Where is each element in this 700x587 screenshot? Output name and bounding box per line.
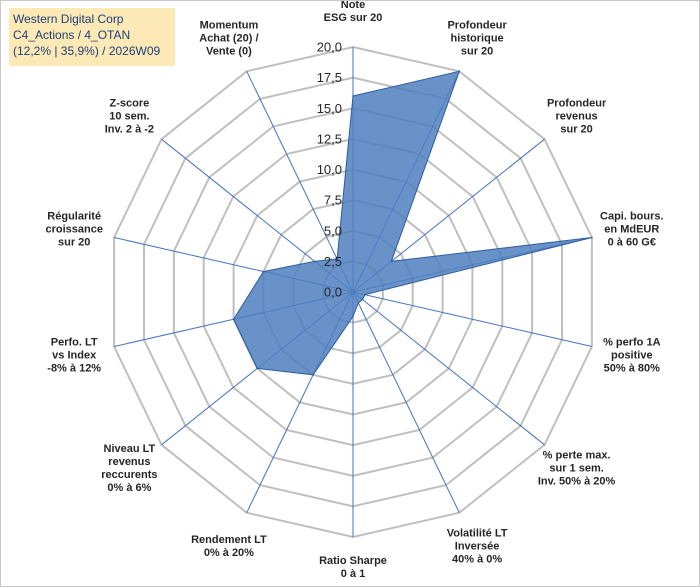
axis-label-line: % perte max. [543, 449, 611, 461]
company-name: Western Digital Corp [13, 12, 124, 26]
axis-label-line: 0 à 60 G€ [608, 237, 656, 249]
axis-label-line: 40% à 0% [452, 554, 502, 566]
axis-label: Note ESG sur 20 [324, 1, 383, 24]
axis-label-line: historique [451, 32, 504, 44]
data-point [262, 270, 265, 273]
tick-label: 20,0 [317, 40, 342, 55]
axis-label-line: sur 1 sem. [549, 462, 603, 474]
axis-label-line: vs Index [52, 349, 97, 361]
axis-label-line: positive [611, 349, 653, 361]
title-box: Western Digital Corp C4_Actions / 4_OTAN… [9, 8, 175, 66]
axis-label-line: 0% à 6% [107, 482, 151, 494]
axis-label: Capi. bours. en MdEUR 0 à 60 G€ [600, 211, 664, 249]
series-layer [232, 70, 593, 376]
data-point [352, 95, 354, 97]
axis-label-line: 10 sem. [109, 111, 149, 123]
axis-label-line: Z-score [110, 98, 150, 110]
axis-label-line: Volatilité LT [447, 528, 508, 540]
category-line: C4_Actions / 4_OTAN [13, 28, 131, 42]
axis-label-line: -8% à 12% [47, 362, 101, 374]
axis-label: Ratio Sharpe 0 à 1 [319, 555, 387, 580]
axis-label-line: Ratio Sharpe [319, 555, 387, 567]
axis-label: Niveau LT revenus reccurents 0% à 6% [101, 443, 157, 494]
axis-label-line: Vente (0) [206, 45, 252, 57]
axis-spoke [246, 71, 354, 293]
axis-label-line: reccurents [101, 469, 157, 481]
axis-label-line: Régularité [47, 211, 101, 223]
tick-label: 17,5 [317, 70, 342, 85]
data-point [390, 260, 393, 263]
data-point [357, 302, 360, 304]
data-point [313, 260, 316, 263]
axis-label-line: sur 20 [461, 45, 493, 57]
tick-label: 7,5 [324, 193, 342, 208]
axis-label-line: 0 à 1 [341, 568, 365, 580]
axis-label: Rendement LT 0% à 20% [191, 534, 267, 559]
axis-label-line: % perfo 1A [603, 336, 661, 348]
tick-label: 10,0 [317, 162, 342, 177]
axis-label: Profondeur historique sur 20 [447, 19, 507, 57]
axis-label: Perfo. LT vs Index -8% à 12% [47, 336, 101, 374]
axis-label: % perfo 1A positive 50% à 80% [603, 336, 661, 374]
axis-label-line: 0% à 20% [204, 547, 254, 559]
tick-label: 12,5 [317, 131, 342, 146]
axis-label-line: revenus [108, 456, 150, 468]
axis-label-line: sur 20 [560, 124, 592, 136]
axis-label-line: 50% à 80% [604, 362, 660, 374]
axis-label-line: Momentum [200, 19, 259, 31]
axis-spoke [352, 291, 460, 513]
tick-layer: 0,0 2,5 5,0 7,5 10,0 12,5 15,0 17,5 20,0 [317, 40, 342, 300]
series-area [233, 70, 593, 376]
tick-label: 5,0 [324, 223, 342, 238]
axis-label-line: Achat (20) / [199, 32, 258, 44]
axis-spoke [352, 291, 545, 446]
data-point [458, 70, 461, 73]
axis-label-line: ESG sur 20 [324, 12, 383, 24]
axis-label-line: Niveau LT [104, 443, 156, 455]
data-point [232, 318, 235, 321]
data-point [336, 258, 338, 260]
axis-label-line: Rendement LT [191, 534, 267, 546]
axis-label: Volatilité LT Inversée 40% à 0% [447, 528, 508, 566]
tick-label: 0,0 [324, 285, 342, 300]
axis-label-line: revenus [555, 111, 597, 123]
stats-line: (12,2% | 35,9%) / 2026W09 [13, 44, 161, 58]
data-point [352, 315, 354, 318]
axis-label-line: en MdEUR [604, 224, 659, 236]
axis-label: Profondeur revenus sur 20 [547, 98, 607, 136]
axis-label-line: Profondeur [447, 19, 507, 31]
axis-label: Régularité croissance sur 20 [45, 211, 102, 249]
data-point [591, 236, 593, 239]
axis-label-line: Perfo. LT [51, 336, 98, 348]
axis-label-line: sur 20 [58, 237, 90, 249]
axis-label-line: Note [341, 1, 365, 11]
axis-label: % perte max. sur 1 sem. Inv. 50% à 20% [538, 449, 616, 487]
axis-label-line: croissance [45, 224, 102, 236]
axis-label-line: Inv. 50% à 20% [538, 475, 616, 487]
axis-label: Z-score 10 sem. Inv. 2 à -2 [105, 98, 154, 136]
axis-spoke [352, 291, 593, 347]
data-point [364, 293, 366, 296]
axis-label-line: Capi. bours. [600, 211, 664, 223]
axis-label-line: Inversée [455, 541, 500, 553]
data-point [312, 374, 314, 376]
tick-label: 2,5 [324, 254, 342, 269]
data-point [256, 367, 258, 370]
tick-label: 15,0 [317, 101, 342, 116]
axis-label: Momentum Achat (20) / Vente (0) [199, 19, 258, 57]
axis-label-line: Profondeur [547, 98, 607, 110]
axis-label-line: Inv. 2 à -2 [105, 124, 154, 136]
data-point [361, 298, 364, 301]
